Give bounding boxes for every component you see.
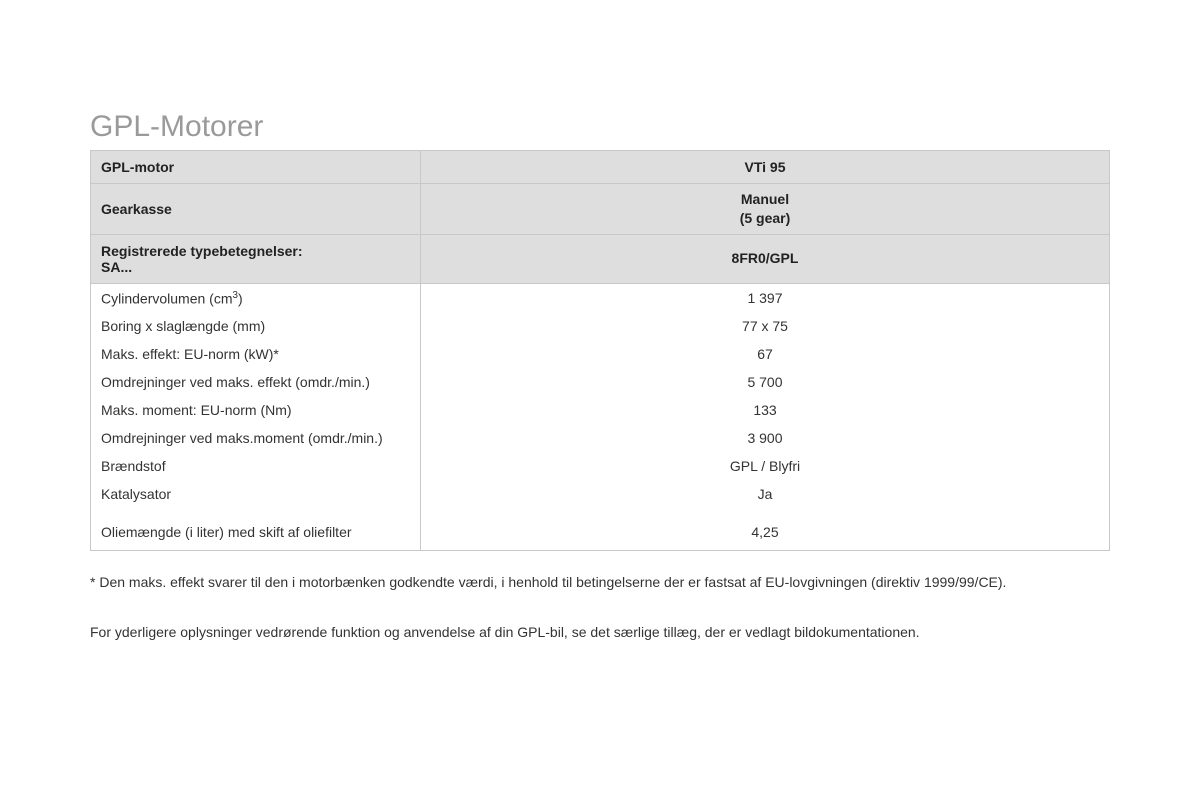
row-value: 133 xyxy=(421,396,1110,424)
row-value: 5 700 xyxy=(421,368,1110,396)
row-label: Maks. effekt: EU-norm (kW)* xyxy=(91,340,421,368)
table-row-spacer xyxy=(91,508,1110,518)
row-value: 1 397 xyxy=(421,283,1110,312)
header-value: Manuel(5 gear) xyxy=(421,184,1110,235)
row-label: Omdrejninger ved maks. effekt (omdr./min… xyxy=(91,368,421,396)
table-row: Maks. effekt: EU-norm (kW)*67 xyxy=(91,340,1110,368)
row-label: Cylindervolumen (cm3) xyxy=(91,283,421,312)
table-row: Boring x slaglængde (mm)77 x 75 xyxy=(91,312,1110,340)
table-row: Omdrejninger ved maks. effekt (omdr./min… xyxy=(91,368,1110,396)
row-label: Boring x slaglængde (mm) xyxy=(91,312,421,340)
row-label: Maks. moment: EU-norm (Nm) xyxy=(91,396,421,424)
table-header-row: GearkasseManuel(5 gear) xyxy=(91,184,1110,235)
document-page: GPL-Motorer GPL-motorVTi 95GearkasseManu… xyxy=(0,0,1200,643)
footnote-2: For yderligere oplysninger vedrørende fu… xyxy=(90,623,1110,643)
table-header-row: Registrerede typebetegnelser:SA...8FR0/G… xyxy=(91,234,1110,283)
row-label: Katalysator xyxy=(91,480,421,508)
row-value: GPL / Blyfri xyxy=(421,452,1110,480)
header-label: Gearkasse xyxy=(91,184,421,235)
header-label: GPL-motor xyxy=(91,151,421,184)
row-label: Oliemængde (i liter) med skift af oliefi… xyxy=(91,518,421,551)
table-row: Maks. moment: EU-norm (Nm)133 xyxy=(91,396,1110,424)
table-header-row: GPL-motorVTi 95 xyxy=(91,151,1110,184)
row-label: Brændstof xyxy=(91,452,421,480)
header-label: Registrerede typebetegnelser:SA... xyxy=(91,234,421,283)
table-row: Oliemængde (i liter) med skift af oliefi… xyxy=(91,518,1110,551)
footnote-1: * Den maks. effekt svarer til den i moto… xyxy=(90,573,1110,593)
row-value: Ja xyxy=(421,480,1110,508)
header-value: VTi 95 xyxy=(421,151,1110,184)
table-row: Cylindervolumen (cm3)1 397 xyxy=(91,283,1110,312)
spec-table-body: GPL-motorVTi 95GearkasseManuel(5 gear)Re… xyxy=(91,151,1110,551)
table-row: Omdrejninger ved maks.moment (omdr./min.… xyxy=(91,424,1110,452)
table-row: BrændstofGPL / Blyfri xyxy=(91,452,1110,480)
table-row: KatalysatorJa xyxy=(91,480,1110,508)
row-value: 77 x 75 xyxy=(421,312,1110,340)
row-label: Omdrejninger ved maks.moment (omdr./min.… xyxy=(91,424,421,452)
page-title: GPL-Motorer xyxy=(90,110,1110,144)
row-value: 4,25 xyxy=(421,518,1110,551)
spec-table: GPL-motorVTi 95GearkasseManuel(5 gear)Re… xyxy=(90,150,1110,551)
row-value: 3 900 xyxy=(421,424,1110,452)
row-value: 67 xyxy=(421,340,1110,368)
header-value: 8FR0/GPL xyxy=(421,234,1110,283)
